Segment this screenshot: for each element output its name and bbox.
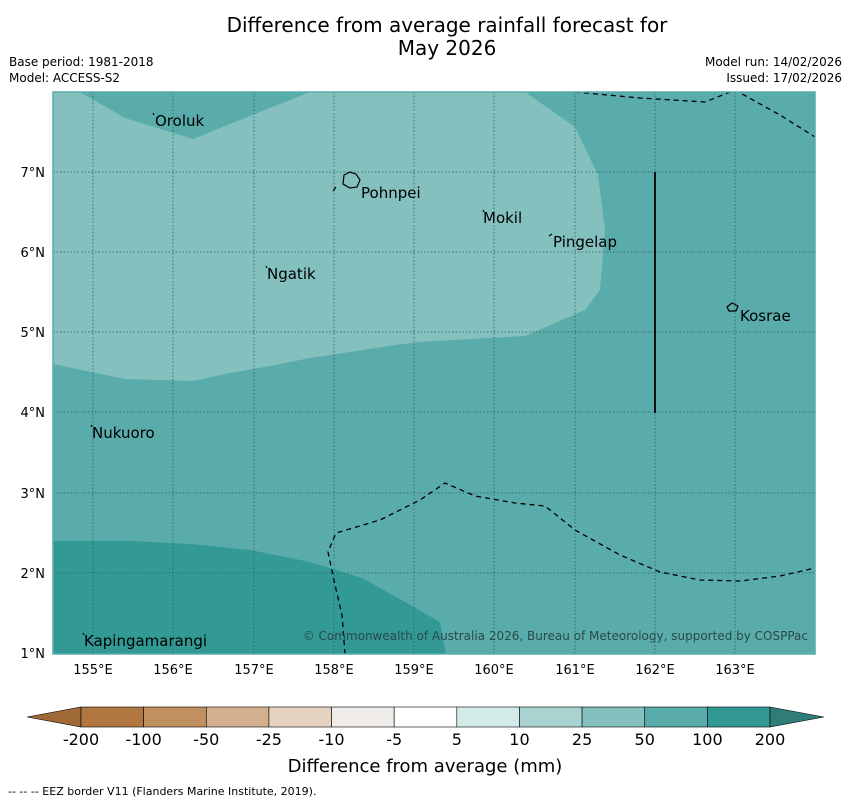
lon-label: 156°E: [153, 663, 193, 678]
colorbar-tick-label: -5: [386, 730, 402, 749]
zone-100-200: [53, 541, 446, 654]
lon-label: 158°E: [314, 663, 354, 678]
colorbar-segment: [707, 706, 771, 728]
place-nukuoro: Nukuoro: [92, 424, 155, 442]
copyright-text: © Commonwealth of Australia 2026, Bureau…: [303, 629, 808, 643]
model-run-text: Model run: 14/02/2026: [704, 55, 842, 69]
colorbar-tick-label: -100: [125, 730, 161, 749]
colorbar-tick-label: -200: [63, 730, 99, 749]
colorbar-segments: [80, 706, 771, 728]
place-kosrae: Kosrae: [740, 307, 791, 325]
lon-label: 163°E: [715, 663, 755, 678]
colorbar-tick-label: 200: [755, 730, 786, 749]
colorbar-segment: [581, 706, 646, 728]
colorbar-segment: [393, 706, 458, 728]
gridlines: [53, 92, 815, 654]
colorbar-tick-label: -25: [256, 730, 282, 749]
lat-label: 6°N: [21, 246, 46, 261]
lat-label: 3°N: [21, 487, 46, 502]
lon-label: 159°E: [394, 663, 434, 678]
colorbar-tick-label: 10: [509, 730, 529, 749]
colorbar-tick-label: -50: [193, 730, 219, 749]
title-line-1: Difference from average rainfall forecas…: [226, 13, 668, 37]
place-ngatik: Ngatik: [267, 265, 316, 283]
colorbar-tick-label: 25: [572, 730, 592, 749]
colorbar-ticks: -200 -100 -50 -25 -10 -5 5 10 25 50 100 200: [63, 730, 785, 749]
map-plot-area: Oroluk Pohnpei Mokil Pingelap Ngatik Kos…: [53, 92, 815, 654]
eez-footnote: -- -- -- EEZ border V11 (Flanders Marine…: [8, 785, 317, 798]
meta-left: Base period: 1981-2018 Model: ACCESS-S2: [9, 54, 154, 86]
lat-label: 7°N: [21, 166, 46, 181]
colorbar-segment: [331, 706, 395, 728]
latitude-labels: 7°N 6°N 5°N 4°N 3°N 2°N 1°N: [21, 166, 46, 662]
place-mokil: Mokil: [483, 209, 522, 227]
chart-title: Difference from average rainfall forecas…: [0, 14, 850, 60]
map-frame: [52, 91, 816, 655]
lat-label: 4°N: [21, 406, 46, 421]
place-pohnpei: Pohnpei: [361, 184, 421, 202]
lat-label: 5°N: [21, 326, 46, 341]
lon-label: 160°E: [474, 663, 514, 678]
lon-label: 161°E: [555, 663, 595, 678]
lon-label: 162°E: [635, 663, 675, 678]
kosrae-outline: [726, 302, 739, 312]
colorbar-extend-low: [26, 706, 82, 728]
colorbar-tick-label: 50: [635, 730, 655, 749]
lon-label: 157°E: [234, 663, 274, 678]
colorbar-segment: [519, 706, 583, 728]
colorbar-segment: [143, 706, 207, 728]
lat-label: 2°N: [21, 567, 46, 582]
place-kapingamarangi: Kapingamarangi: [84, 632, 207, 650]
colorbar-extend-high: [769, 706, 825, 728]
issued-text: Issued: 17/02/2026: [726, 71, 842, 85]
colorbar-segment: [456, 706, 520, 728]
longitude-labels: 155°E 156°E 157°E 158°E 159°E 160°E 161°…: [73, 663, 755, 678]
place-pingelap: Pingelap: [553, 233, 617, 251]
colorbar-tick-label: 100: [692, 730, 723, 749]
colorbar-tick-label: 5: [452, 730, 462, 749]
pohnpei-outline: [342, 171, 361, 189]
colorbar-segment: [205, 706, 270, 728]
place-oroluk: Oroluk: [155, 112, 204, 130]
colorbar-tick-label: -10: [318, 730, 344, 749]
island-outlines: [82, 112, 739, 636]
eez-border: [327, 92, 815, 654]
lon-label: 155°E: [73, 663, 113, 678]
colorbar-label: Difference from average (mm): [288, 756, 563, 777]
colorbar-segment: [644, 706, 708, 728]
colorbar: -200 -100 -50 -25 -10 -5 5 10 25 50 100 200 Differe…: [26, 706, 825, 777]
model-text: Model: ACCESS-S2: [9, 71, 121, 85]
colorbar-segment: [80, 706, 144, 728]
lat-label: 1°N: [21, 647, 46, 662]
meta-right: Model run: 14/02/2026 Issued: 17/02/2026: [705, 54, 842, 86]
zone-25-50: [53, 92, 605, 381]
base-period-text: Base period: 1981-2018: [9, 55, 154, 69]
colorbar-segment: [268, 706, 332, 728]
title-line-2: May 2026: [397, 36, 497, 60]
